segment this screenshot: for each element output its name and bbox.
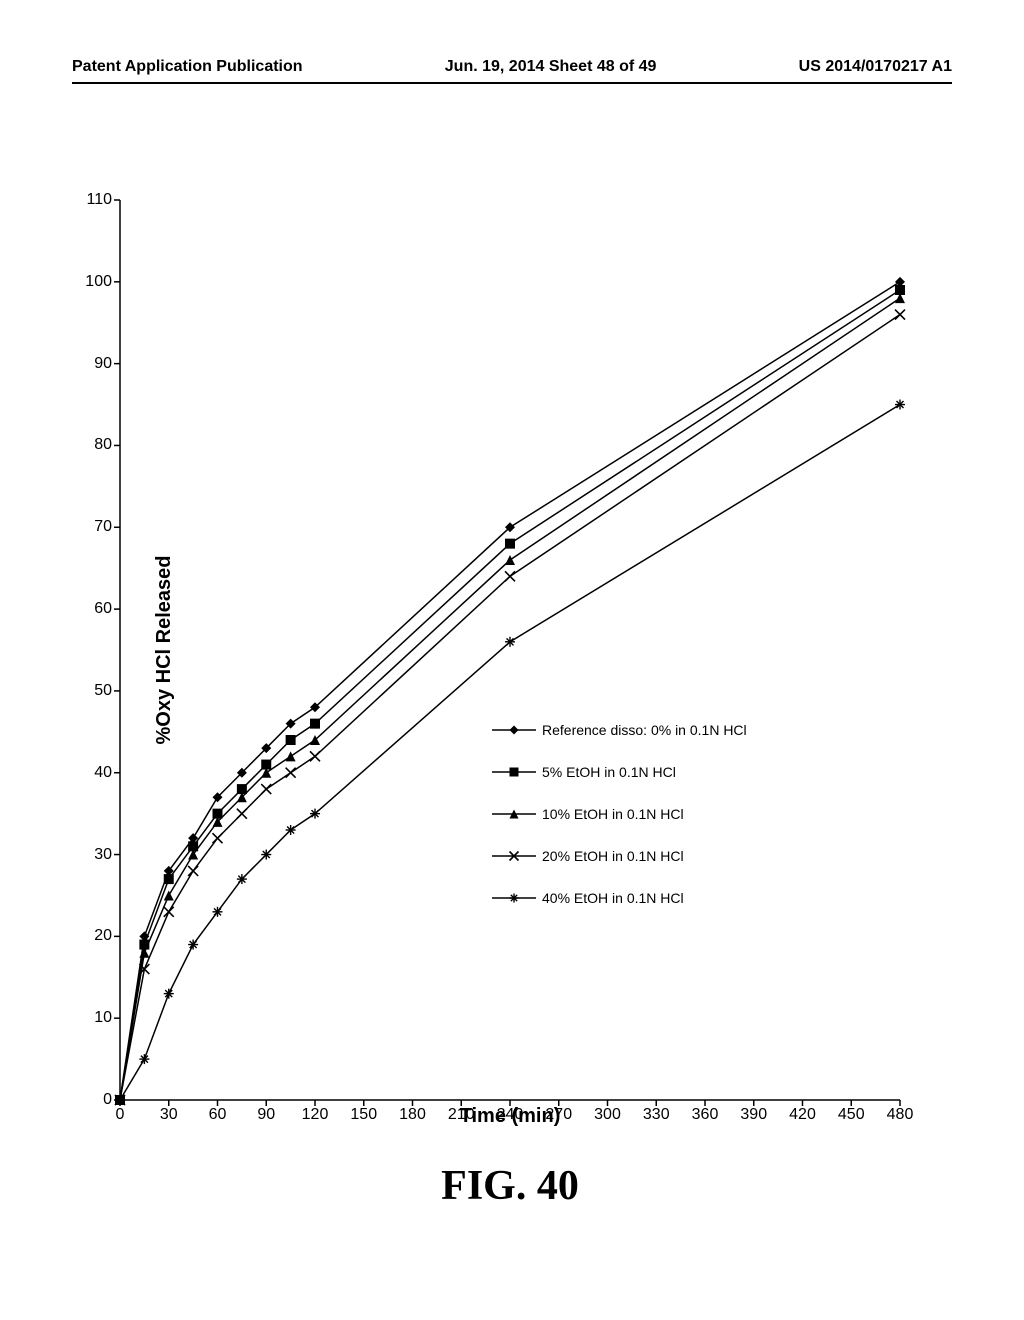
x-tick-label: 450: [838, 1100, 865, 1124]
y-tick-label: 70: [94, 518, 120, 536]
legend-label: 10% EtOH in 0.1N HCl: [542, 806, 684, 822]
legend-marker-icon: [492, 849, 536, 863]
x-tick-label: 60: [209, 1100, 227, 1124]
page: Patent Application Publication Jun. 19, …: [0, 0, 1024, 1320]
x-tick-label: 90: [257, 1100, 275, 1124]
x-tick-label: 420: [789, 1100, 816, 1124]
legend-item: 5% EtOH in 0.1N HCl: [492, 764, 747, 780]
dissolution-chart: 0102030405060708090100110 03060901201501…: [120, 200, 900, 1100]
header-center: Jun. 19, 2014 Sheet 48 of 49: [445, 58, 657, 76]
legend-marker-icon: [492, 807, 536, 821]
x-tick-label: 360: [692, 1100, 719, 1124]
legend-marker-icon: [492, 765, 536, 779]
y-tick-label: 60: [94, 600, 120, 618]
x-axis-label: Time (min): [460, 1105, 561, 1128]
y-tick-label: 110: [86, 191, 120, 209]
x-tick-label: 390: [740, 1100, 767, 1124]
legend-item: Reference disso: 0% in 0.1N HCl: [492, 722, 747, 738]
x-tick-label: 150: [350, 1100, 377, 1124]
y-tick-label: 100: [85, 273, 120, 291]
chart-legend: Reference disso: 0% in 0.1N HCl 5% EtOH i…: [492, 722, 747, 932]
x-tick-label: 120: [302, 1100, 329, 1124]
y-tick-label: 10: [94, 1009, 120, 1027]
legend-label: 40% EtOH in 0.1N HCl: [542, 890, 684, 906]
legend-item: 40% EtOH in 0.1N HCl: [492, 890, 747, 906]
y-tick-label: 20: [94, 927, 120, 945]
y-tick-label: 30: [94, 846, 120, 864]
x-tick-label: 480: [887, 1100, 914, 1124]
legend-item: 10% EtOH in 0.1N HCl: [492, 806, 747, 822]
page-header: Patent Application Publication Jun. 19, …: [0, 58, 1024, 84]
x-tick-label: 30: [160, 1100, 178, 1124]
y-tick-label: 40: [94, 764, 120, 782]
y-axis-label: %Oxy HCl Released: [153, 556, 176, 745]
y-tick-label: 90: [94, 355, 120, 373]
legend-marker-icon: [492, 723, 536, 737]
legend-marker-icon: [492, 891, 536, 905]
header-right: US 2014/0170217 A1: [799, 58, 952, 76]
figure-label: FIG. 40: [441, 1162, 579, 1210]
legend-label: 20% EtOH in 0.1N HCl: [542, 848, 684, 864]
x-tick-label: 330: [643, 1100, 670, 1124]
chart-canvas: [120, 200, 900, 1100]
legend-label: 5% EtOH in 0.1N HCl: [542, 764, 676, 780]
y-tick-label: 80: [94, 436, 120, 454]
x-tick-label: 0: [116, 1100, 125, 1124]
x-tick-label: 180: [399, 1100, 426, 1124]
header-left: Patent Application Publication: [72, 58, 303, 76]
x-tick-label: 300: [594, 1100, 621, 1124]
legend-label: Reference disso: 0% in 0.1N HCl: [542, 722, 747, 738]
y-tick-label: 50: [94, 682, 120, 700]
legend-item: 20% EtOH in 0.1N HCl: [492, 848, 747, 864]
